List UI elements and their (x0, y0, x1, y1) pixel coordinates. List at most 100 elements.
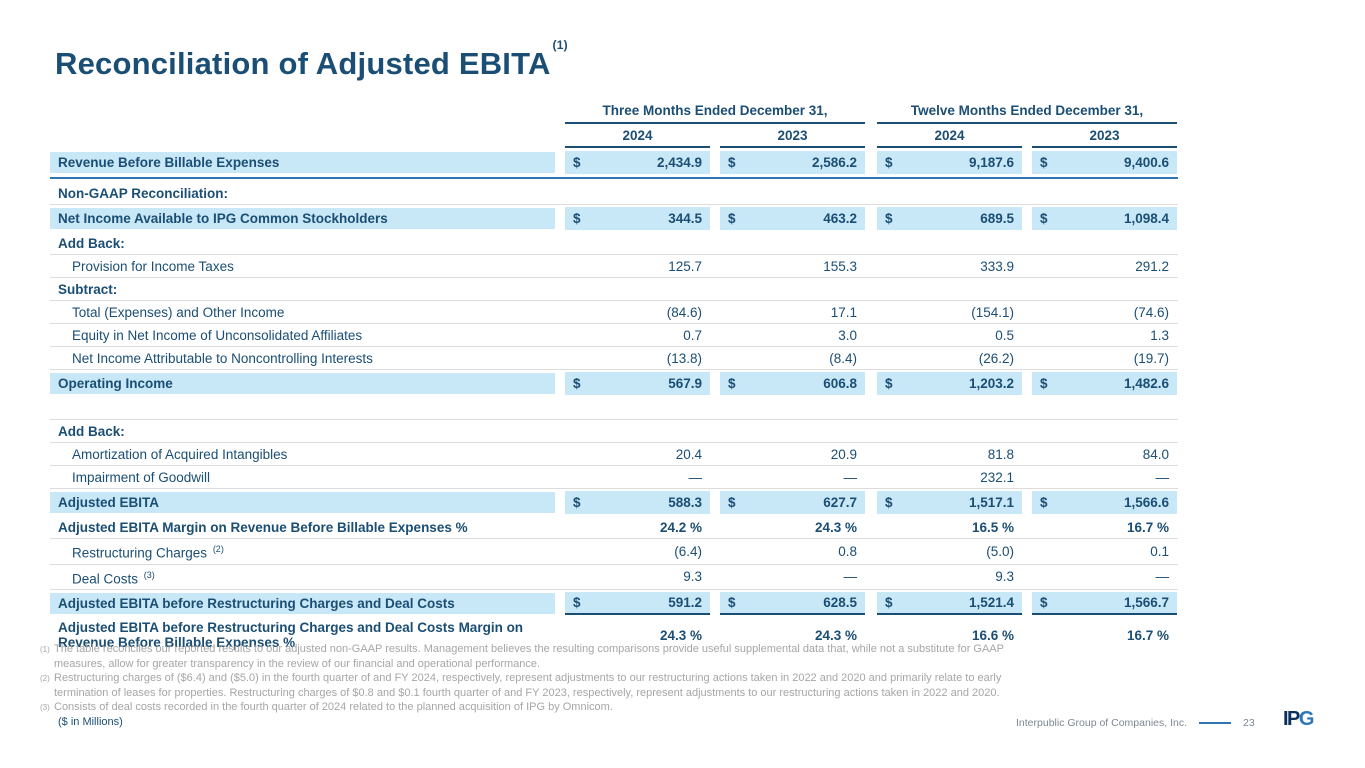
value-cell: — (1032, 565, 1177, 590)
value-cell: $591.2 (565, 592, 710, 615)
cell-value: 16.6 % (971, 627, 1014, 643)
page-title: Reconciliation of Adjusted EBITA(1) (55, 38, 568, 82)
cell-value: 9,187.6 (968, 155, 1014, 170)
cell-value: 16.5 % (971, 519, 1014, 535)
table-row: Add Back: (50, 420, 1178, 443)
value-cell: $1,566.6 (1032, 491, 1177, 514)
row-label: Adjusted EBITA before Restructuring Char… (50, 593, 555, 614)
ipg-logo: IPG (1283, 708, 1314, 731)
cell-value: 591.2 (668, 595, 702, 610)
value-cell: — (1032, 466, 1177, 488)
value-cell: 0.1 (1032, 539, 1177, 564)
cell-value: 0.8 (838, 543, 857, 559)
row-label: Adjusted EBITA Margin on Revenue Before … (58, 519, 468, 535)
currency-symbol: $ (573, 155, 581, 170)
value-cell: 9.3 (877, 565, 1022, 590)
currency-symbol: $ (728, 211, 736, 226)
row-label: Add Back: (58, 423, 125, 439)
footer: Interpublic Group of Companies, Inc. 23 (1016, 717, 1255, 729)
row-label: Net Income Attributable to Noncontrollin… (72, 350, 373, 366)
cell-value: — (843, 469, 858, 485)
cell-value: 3.0 (838, 327, 857, 343)
year-header: 2024 (565, 126, 710, 148)
row-label: Adjusted EBITA (50, 492, 555, 513)
cell-value: 9.3 (995, 569, 1014, 585)
row-label: Revenue Before Billable Expenses (50, 152, 555, 173)
value-cell: — (565, 466, 710, 488)
value-cell: $567.9 (565, 372, 710, 395)
footnote: (3) Consists of deal costs recorded in th… (40, 700, 1300, 716)
table-body: Revenue Before Billable Expenses $2,434.9… (50, 151, 1178, 653)
value-cell: $606.8 (720, 372, 865, 395)
cell-value: 567.9 (668, 376, 702, 391)
value-cell: $344.5 (565, 207, 710, 230)
value-cell: 333.9 (877, 255, 1022, 277)
cell-value: 155.3 (823, 258, 857, 274)
table-row: Amortization of Acquired Intangibles 20.4… (50, 443, 1178, 466)
cell-value: 627.7 (823, 495, 857, 510)
cell-value: 84.0 (1142, 446, 1169, 462)
table-row: Net Income Attributable to Noncontrollin… (50, 347, 1178, 370)
cell-value: 0.7 (683, 327, 702, 343)
page-title-text: Reconciliation of Adjusted EBITA (55, 46, 551, 81)
table-row: Adjusted EBITA $588.3 $627.7 $1,517.1 $1,566… (50, 491, 1178, 514)
value-cell: (5.0) (877, 539, 1022, 564)
value-cell: $9,400.6 (1032, 151, 1177, 174)
column-group-three-months: Three Months Ended December 31, (565, 103, 865, 124)
cell-value: 20.9 (830, 446, 857, 462)
currency-symbol: $ (728, 495, 736, 510)
value-cell: 3.0 (720, 324, 865, 346)
year-header: 2023 (1032, 126, 1177, 148)
cell-value: (84.6) (666, 304, 702, 320)
currency-symbol: $ (573, 495, 581, 510)
cell-value: (26.2) (978, 350, 1014, 366)
cell-value: 1,517.1 (968, 495, 1014, 510)
table-row: Subtract: (50, 278, 1178, 301)
table-row: Non-GAAP Reconciliation: (50, 182, 1178, 205)
footnote-text: Restructuring charges of ($6.4) and ($5.… (54, 671, 1300, 700)
cell-value: 0.1 (1150, 543, 1169, 559)
value-cell: 232.1 (877, 466, 1022, 488)
value-cell: 24.3 % (565, 617, 710, 653)
footnote: (2) Restructuring charges of ($6.4) and (… (40, 671, 1300, 700)
table-row: Provision for Income Taxes 125.7 155.3 333.… (50, 255, 1178, 278)
table-row: Revenue Before Billable Expenses $2,434.9… (50, 151, 1178, 179)
footer-page-number: 23 (1243, 717, 1255, 729)
currency-symbol: $ (1040, 376, 1048, 391)
cell-value: — (1155, 569, 1170, 585)
cell-value: (6.4) (674, 543, 702, 559)
value-cell: 155.3 (720, 255, 865, 277)
cell-value: 689.5 (980, 211, 1014, 226)
value-cell: $627.7 (720, 491, 865, 514)
value-cell: 16.6 % (877, 617, 1022, 653)
value-cell: $463.2 (720, 207, 865, 230)
value-cell: 291.2 (1032, 255, 1177, 277)
table-row: Restructuring Charges (2) (6.4) 0.8 (5.0) 0.… (50, 539, 1178, 565)
column-group-header-row: Three Months Ended December 31, Twelve M… (50, 103, 1178, 124)
row-label: Provision for Income Taxes (72, 258, 234, 274)
cell-value: 9.3 (683, 569, 702, 585)
value-cell: — (720, 565, 865, 590)
cell-value: (154.1) (971, 304, 1014, 320)
value-cell: (154.1) (877, 301, 1022, 323)
table-row: Add Back: (50, 232, 1178, 255)
cell-value: 1,203.2 (968, 376, 1014, 391)
value-cell: (26.2) (877, 347, 1022, 369)
footnote-line: Restructuring charges of ($6.4) and ($5.… (54, 672, 1002, 684)
ipg-logo-dark-letters: IP (1283, 708, 1300, 730)
value-cell: $1,098.4 (1032, 207, 1177, 230)
table-row (50, 397, 1178, 420)
footnote-ref: (2) (212, 544, 224, 554)
cell-value: (8.4) (829, 350, 857, 366)
cell-value: (5.0) (986, 543, 1014, 559)
cell-value: (19.7) (1133, 350, 1169, 366)
currency-symbol: $ (1040, 211, 1048, 226)
cell-value: — (1155, 469, 1170, 485)
year-header: 2024 (877, 126, 1022, 148)
currency-symbol: $ (885, 495, 893, 510)
cell-value: 2,586.2 (811, 155, 857, 170)
year-header-row: 2024 2023 2024 2023 (50, 126, 1178, 148)
value-cell: $2,586.2 (720, 151, 865, 174)
cell-value: 81.8 (987, 446, 1014, 462)
